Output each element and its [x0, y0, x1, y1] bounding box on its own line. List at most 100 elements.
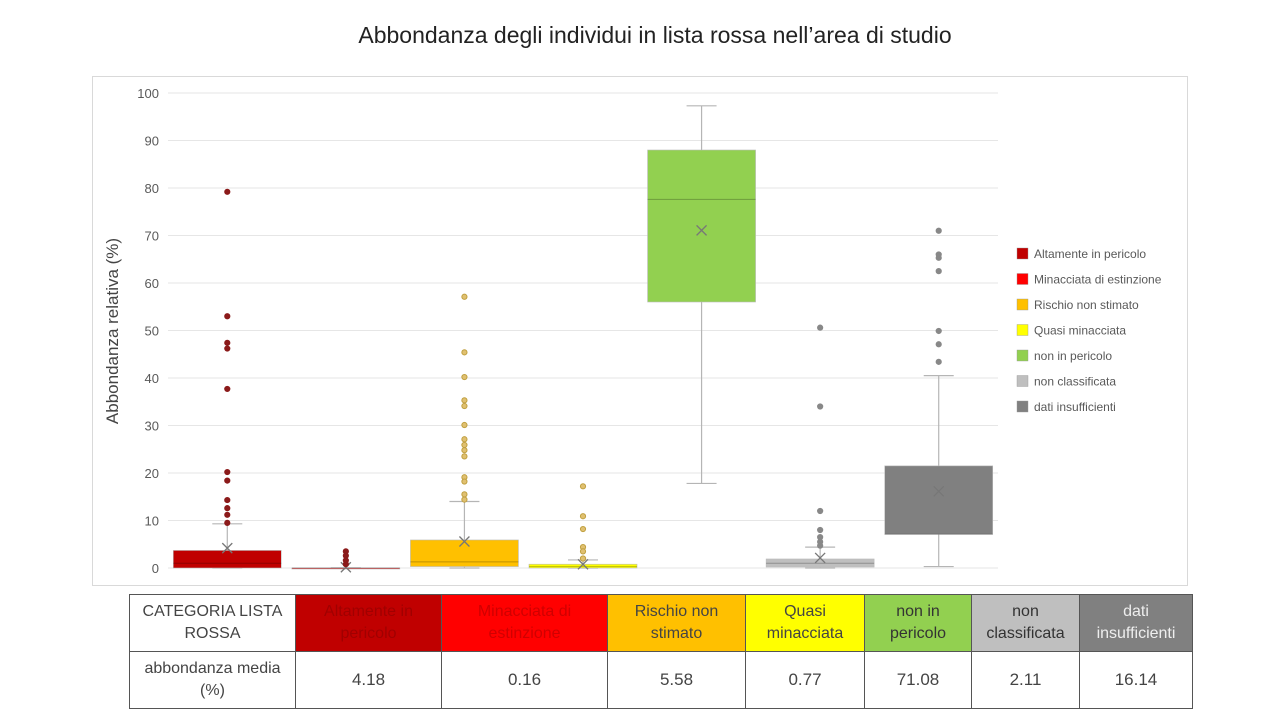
outlier-point — [461, 441, 468, 449]
mean-marker — [696, 224, 708, 236]
outlier-point — [461, 373, 468, 381]
outlier-point — [461, 436, 468, 443]
table-value-cell: 71.08 — [864, 651, 972, 709]
y-tick-label: 20 — [145, 466, 159, 481]
outlier-point — [461, 402, 468, 410]
box — [647, 149, 756, 303]
table-header-label: CATEGORIA LISTA ROSSA — [129, 594, 296, 652]
y-tick-label: 80 — [145, 181, 159, 196]
chart-title: Abbondanza degli individui in lista ross… — [358, 22, 952, 48]
box — [172, 550, 282, 569]
table-value-cell: 0.77 — [745, 651, 865, 709]
table-value-cell: 0.16 — [441, 651, 608, 709]
outlier-point — [224, 188, 231, 195]
legend-label: Quasi minacciata — [1034, 324, 1126, 338]
summary-table: CATEGORIA LISTA ROSSA Altamente in peric… — [129, 594, 1193, 709]
chart-frame — [92, 76, 1188, 586]
table-header-cell: Quasi minacciata — [745, 594, 865, 652]
y-tick-label: 50 — [145, 324, 159, 339]
table-header-cell: non in pericolo — [864, 594, 972, 652]
outlier-point — [224, 345, 231, 352]
legend-swatch — [1016, 400, 1029, 413]
legend-label: Rischio non stimato — [1034, 298, 1139, 312]
y-tick-label: 70 — [145, 229, 159, 244]
outlier-point — [224, 496, 231, 504]
outlier-point — [461, 491, 468, 498]
y-tick-label: 30 — [145, 419, 159, 434]
legend-swatch — [1016, 247, 1029, 260]
outlier-point — [461, 478, 468, 485]
outlier-point — [461, 447, 468, 454]
outlier-point — [935, 327, 942, 335]
y-tick-label: 60 — [145, 276, 159, 291]
outlier-point — [817, 542, 824, 549]
outlier-point — [579, 483, 587, 490]
table-header-cell: Altamente in pericolo — [295, 594, 442, 652]
outlier-point — [579, 525, 587, 533]
table-value-cell: 4.18 — [295, 651, 442, 709]
legend-label: Altamente in pericolo — [1034, 247, 1146, 261]
outlier-point — [935, 358, 942, 365]
outlier-point — [342, 561, 349, 568]
table-header-cell: dati insufficienti — [1079, 594, 1193, 652]
outlier-point — [817, 324, 824, 331]
outlier-point — [224, 511, 231, 518]
outlier-point — [461, 349, 468, 356]
legend-swatch — [1016, 324, 1029, 336]
outlier-point — [224, 468, 231, 476]
outlier-point — [817, 507, 824, 515]
outlier-point — [817, 403, 824, 410]
mean-marker — [458, 536, 470, 547]
table-value-cell: 16.14 — [1079, 651, 1193, 709]
box — [884, 465, 994, 535]
legend-swatch — [1016, 298, 1029, 311]
mean-marker — [221, 542, 233, 554]
box — [410, 539, 519, 567]
legend-swatch — [1016, 273, 1029, 285]
mean-marker — [577, 558, 589, 570]
table-header-row: CATEGORIA LISTA ROSSA Altamente in peric… — [129, 594, 1193, 652]
legend-label: non in pericolo — [1034, 349, 1112, 363]
y-tick-label: 100 — [137, 86, 159, 101]
legend-swatch — [1016, 375, 1029, 387]
outlier-point — [579, 513, 587, 520]
y-tick-label: 10 — [145, 514, 159, 529]
legend-swatch — [1016, 349, 1029, 362]
table-value-cell: 5.58 — [607, 651, 746, 709]
outlier-point — [461, 293, 468, 300]
mean-marker — [933, 485, 945, 497]
legend-label: dati insufficienti — [1034, 400, 1116, 414]
outlier-point — [224, 505, 231, 512]
mean-marker — [814, 552, 826, 564]
table-row-label: abbondanza media (%) — [129, 651, 296, 709]
legend-label: Minacciata di estinzione — [1034, 273, 1162, 287]
table-header-cell: non classificata — [971, 594, 1080, 652]
outlier-point — [935, 227, 942, 234]
outlier-point — [579, 555, 587, 562]
y-tick-label: 40 — [145, 371, 159, 386]
outlier-point — [224, 477, 231, 484]
outlier-point — [224, 313, 231, 320]
outlier-point — [224, 519, 231, 526]
outlier-point — [579, 548, 587, 555]
y-tick-label: 0 — [152, 561, 159, 576]
outlier-point — [224, 339, 231, 346]
outlier-point — [935, 341, 942, 348]
y-axis-label: Abbondanza relativa (%) — [103, 238, 122, 424]
outlier-point — [817, 526, 824, 534]
outlier-point — [224, 385, 231, 393]
outlier-point — [461, 496, 468, 503]
table-value-cell: 2.11 — [971, 651, 1080, 709]
outlier-point — [461, 421, 468, 429]
table-header-cell: Minacciata di estinzione — [441, 594, 608, 652]
outlier-point — [461, 397, 468, 404]
outlier-point — [935, 268, 942, 275]
outlier-point — [935, 254, 942, 261]
box — [765, 558, 875, 568]
y-tick-label: 90 — [145, 134, 159, 149]
boxplot-chart: 0 10 20 30 40 50 60 70 80 90 100 Abbondanza relativ… — [103, 86, 1162, 576]
table-value-row: abbondanza media (%) 4.18 0.16 5.58 0.77 71.… — [129, 651, 1193, 709]
legend-label: non classificata — [1034, 375, 1116, 389]
table-header-cell: Rischio non stimato — [607, 594, 746, 652]
outlier-point — [461, 453, 468, 460]
